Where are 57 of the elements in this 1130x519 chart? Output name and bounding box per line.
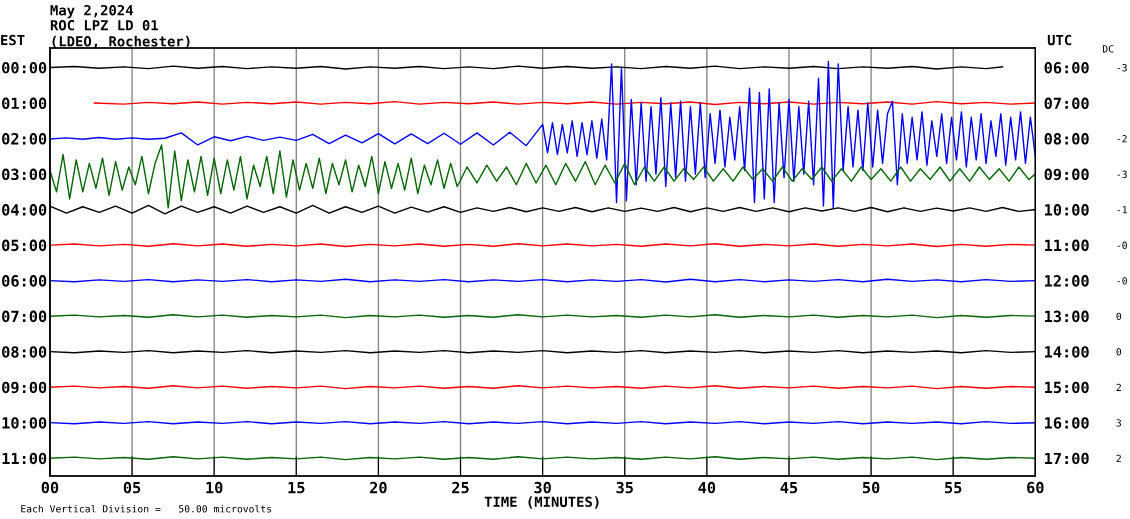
y2-tick-label: 09:00 [1044, 168, 1089, 181]
x-tick-label: 25 [452, 481, 469, 494]
category-label: 2 [1116, 383, 1121, 391]
x-tick-label: 45 [780, 482, 798, 494]
x-tick-label: 00 [41, 481, 59, 494]
chart-title: May 2,2024 [50, 4, 133, 19]
x-tick-label: 40 [698, 481, 716, 494]
text: Each Vertical Division = 50.00 microvolts [21, 504, 272, 513]
category-label: -0 [1117, 277, 1127, 285]
y-tick-label: 11:00 [2, 452, 47, 465]
y2-tick-label: 13:00 [1045, 310, 1089, 323]
category-label: -2 [1117, 135, 1127, 143]
category-label: -0 [1117, 241, 1127, 249]
x-axis-title: TIME (MINUTES) [484, 496, 599, 509]
y2-tick-label: 08:00 [1044, 133, 1089, 145]
y2-tick-label: 12:00 [1045, 275, 1089, 287]
x-tick-label: 60 [1027, 481, 1044, 494]
y-tick-label: 05:00 [2, 239, 47, 252]
y-tick-label: 07:00 [2, 310, 47, 323]
x-tick-label: 30 [534, 481, 551, 494]
x-tick-label: 10 [206, 481, 223, 494]
y2-tick-label: 15:00 [1045, 381, 1089, 394]
y-tick-label: 08:00 [2, 346, 47, 358]
y2-tick-label: 07:00 [1044, 97, 1089, 110]
y3-axis-title: DC [1102, 45, 1114, 53]
y2-axis-title: UTC [1047, 34, 1072, 46]
category-label: 0 [1116, 312, 1122, 321]
y-tick-label: 06:00 [2, 275, 47, 287]
x-tick-label: 20 [370, 481, 387, 494]
category-label: 0 [1116, 348, 1122, 356]
y-axis-title: EST [1, 34, 25, 46]
line-series [49, 60, 1036, 209]
y2-tick-label: 11:00 [1045, 239, 1089, 252]
x-tick-label: 50 [862, 481, 880, 494]
category-label: -3 [1117, 170, 1127, 178]
line-series [49, 144, 1036, 209]
category-label: -1 [1117, 206, 1127, 214]
y-tick-label: 00:00 [2, 62, 47, 74]
y-tick-label: 01:00 [2, 97, 47, 110]
y2-tick-label: 14:00 [1045, 346, 1089, 358]
x-tick-label: 05 [123, 481, 141, 494]
y2-tick-label: 10:00 [1045, 204, 1089, 216]
x-tick-label: 55 [945, 482, 962, 494]
chart-subtitle: ROC LPZ LD 01 (LDEO, Rochester) [50, 19, 190, 49]
y2-tick-label: 17:00 [1045, 452, 1089, 465]
y2-tick-label: 16:00 [1045, 417, 1089, 429]
category-label: 3 [1116, 419, 1121, 427]
category-label: 2 [1116, 454, 1121, 462]
y-tick-label: 03:00 [2, 168, 47, 181]
y-tick-label: 10:00 [2, 417, 47, 429]
x-tick-label: 35 [616, 481, 633, 494]
category-label: -3 [1117, 64, 1127, 72]
y2-tick-label: 06:00 [1044, 62, 1089, 74]
y-tick-label: 02:00 [2, 133, 47, 145]
y-tick-label: 09:00 [2, 381, 47, 394]
y-tick-label: 04:00 [2, 204, 47, 216]
x-tick-label: 15 [288, 482, 305, 494]
